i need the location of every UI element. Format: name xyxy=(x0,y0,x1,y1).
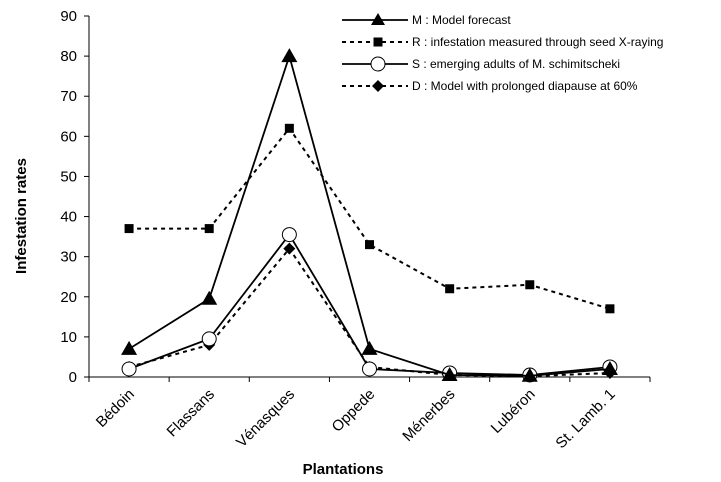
data-point xyxy=(601,360,618,375)
data-point xyxy=(281,227,297,243)
data-point xyxy=(365,240,374,250)
series-R xyxy=(124,123,615,314)
legend-item: D : Model with prolonged diapause at 60% xyxy=(342,79,638,93)
data-point xyxy=(362,361,377,377)
series-line xyxy=(128,246,610,378)
y-tick-label: 10 xyxy=(60,329,77,346)
data-point xyxy=(124,224,134,234)
legend-marker xyxy=(371,13,385,25)
data-point xyxy=(204,224,214,234)
x-tick-label: St. Lamb. 1 xyxy=(552,386,618,452)
y-tick-label: 0 xyxy=(69,369,77,386)
data-point xyxy=(525,280,535,290)
y-tick-label: 90 xyxy=(60,8,77,25)
y-tick-label: 30 xyxy=(60,249,77,266)
legend: M : Model forecast R : infestation measur… xyxy=(342,13,663,93)
data-point xyxy=(201,290,218,305)
y-tick-label: 20 xyxy=(60,289,77,306)
series-S xyxy=(121,227,618,383)
series-layer xyxy=(121,48,618,383)
data-point xyxy=(283,242,296,255)
data-point xyxy=(445,284,455,294)
legend-label: R : infestation measured through seed X-… xyxy=(412,35,663,49)
legend-marker xyxy=(370,56,386,72)
data-point xyxy=(121,361,137,377)
x-tick-label: Bédoin xyxy=(93,386,138,431)
data-point xyxy=(361,340,378,355)
legend-label: D : Model with prolonged diapause at 60% xyxy=(412,79,638,93)
data-point xyxy=(281,48,298,63)
y-tick-label: 50 xyxy=(60,168,77,185)
x-tick-label: Flassans xyxy=(164,386,218,440)
axes: 0 10 20 30 40 50 60 70 80 90 Bédoin Flassans Vénasqu… xyxy=(60,8,651,452)
legend-marker xyxy=(372,80,384,92)
series-D xyxy=(123,242,616,383)
x-tick-label: Vénasques xyxy=(233,386,298,451)
x-tick-label: Lubéron xyxy=(488,386,539,437)
data-point xyxy=(441,366,458,381)
series-M xyxy=(121,48,618,382)
legend-label: M : Model forecast xyxy=(412,13,511,27)
series-line xyxy=(129,126,611,310)
y-tick-label: 40 xyxy=(60,209,77,226)
legend-item: S : emerging adults of M. schimitscheki xyxy=(342,56,620,72)
series-line xyxy=(128,52,611,377)
y-axis-title: Infestation rates xyxy=(13,158,30,274)
legend-item: M : Model forecast xyxy=(342,13,511,27)
x-tick-label: Ménerbes xyxy=(399,386,458,445)
data-point xyxy=(201,331,217,347)
x-axis-title: Plantations xyxy=(303,461,384,478)
legend-item: R : infestation measured through seed X-… xyxy=(342,35,663,49)
data-point xyxy=(121,340,138,355)
data-point xyxy=(521,367,538,382)
data-point xyxy=(605,304,615,314)
y-tick-label: 60 xyxy=(60,128,77,145)
x-tick-label: Oppede xyxy=(329,386,379,436)
data-point xyxy=(284,123,294,133)
legend-marker xyxy=(373,37,383,47)
y-tick-label: 80 xyxy=(60,48,77,65)
y-tick-label: 70 xyxy=(60,88,77,105)
legend-label: S : emerging adults of M. schimitscheki xyxy=(412,57,620,71)
